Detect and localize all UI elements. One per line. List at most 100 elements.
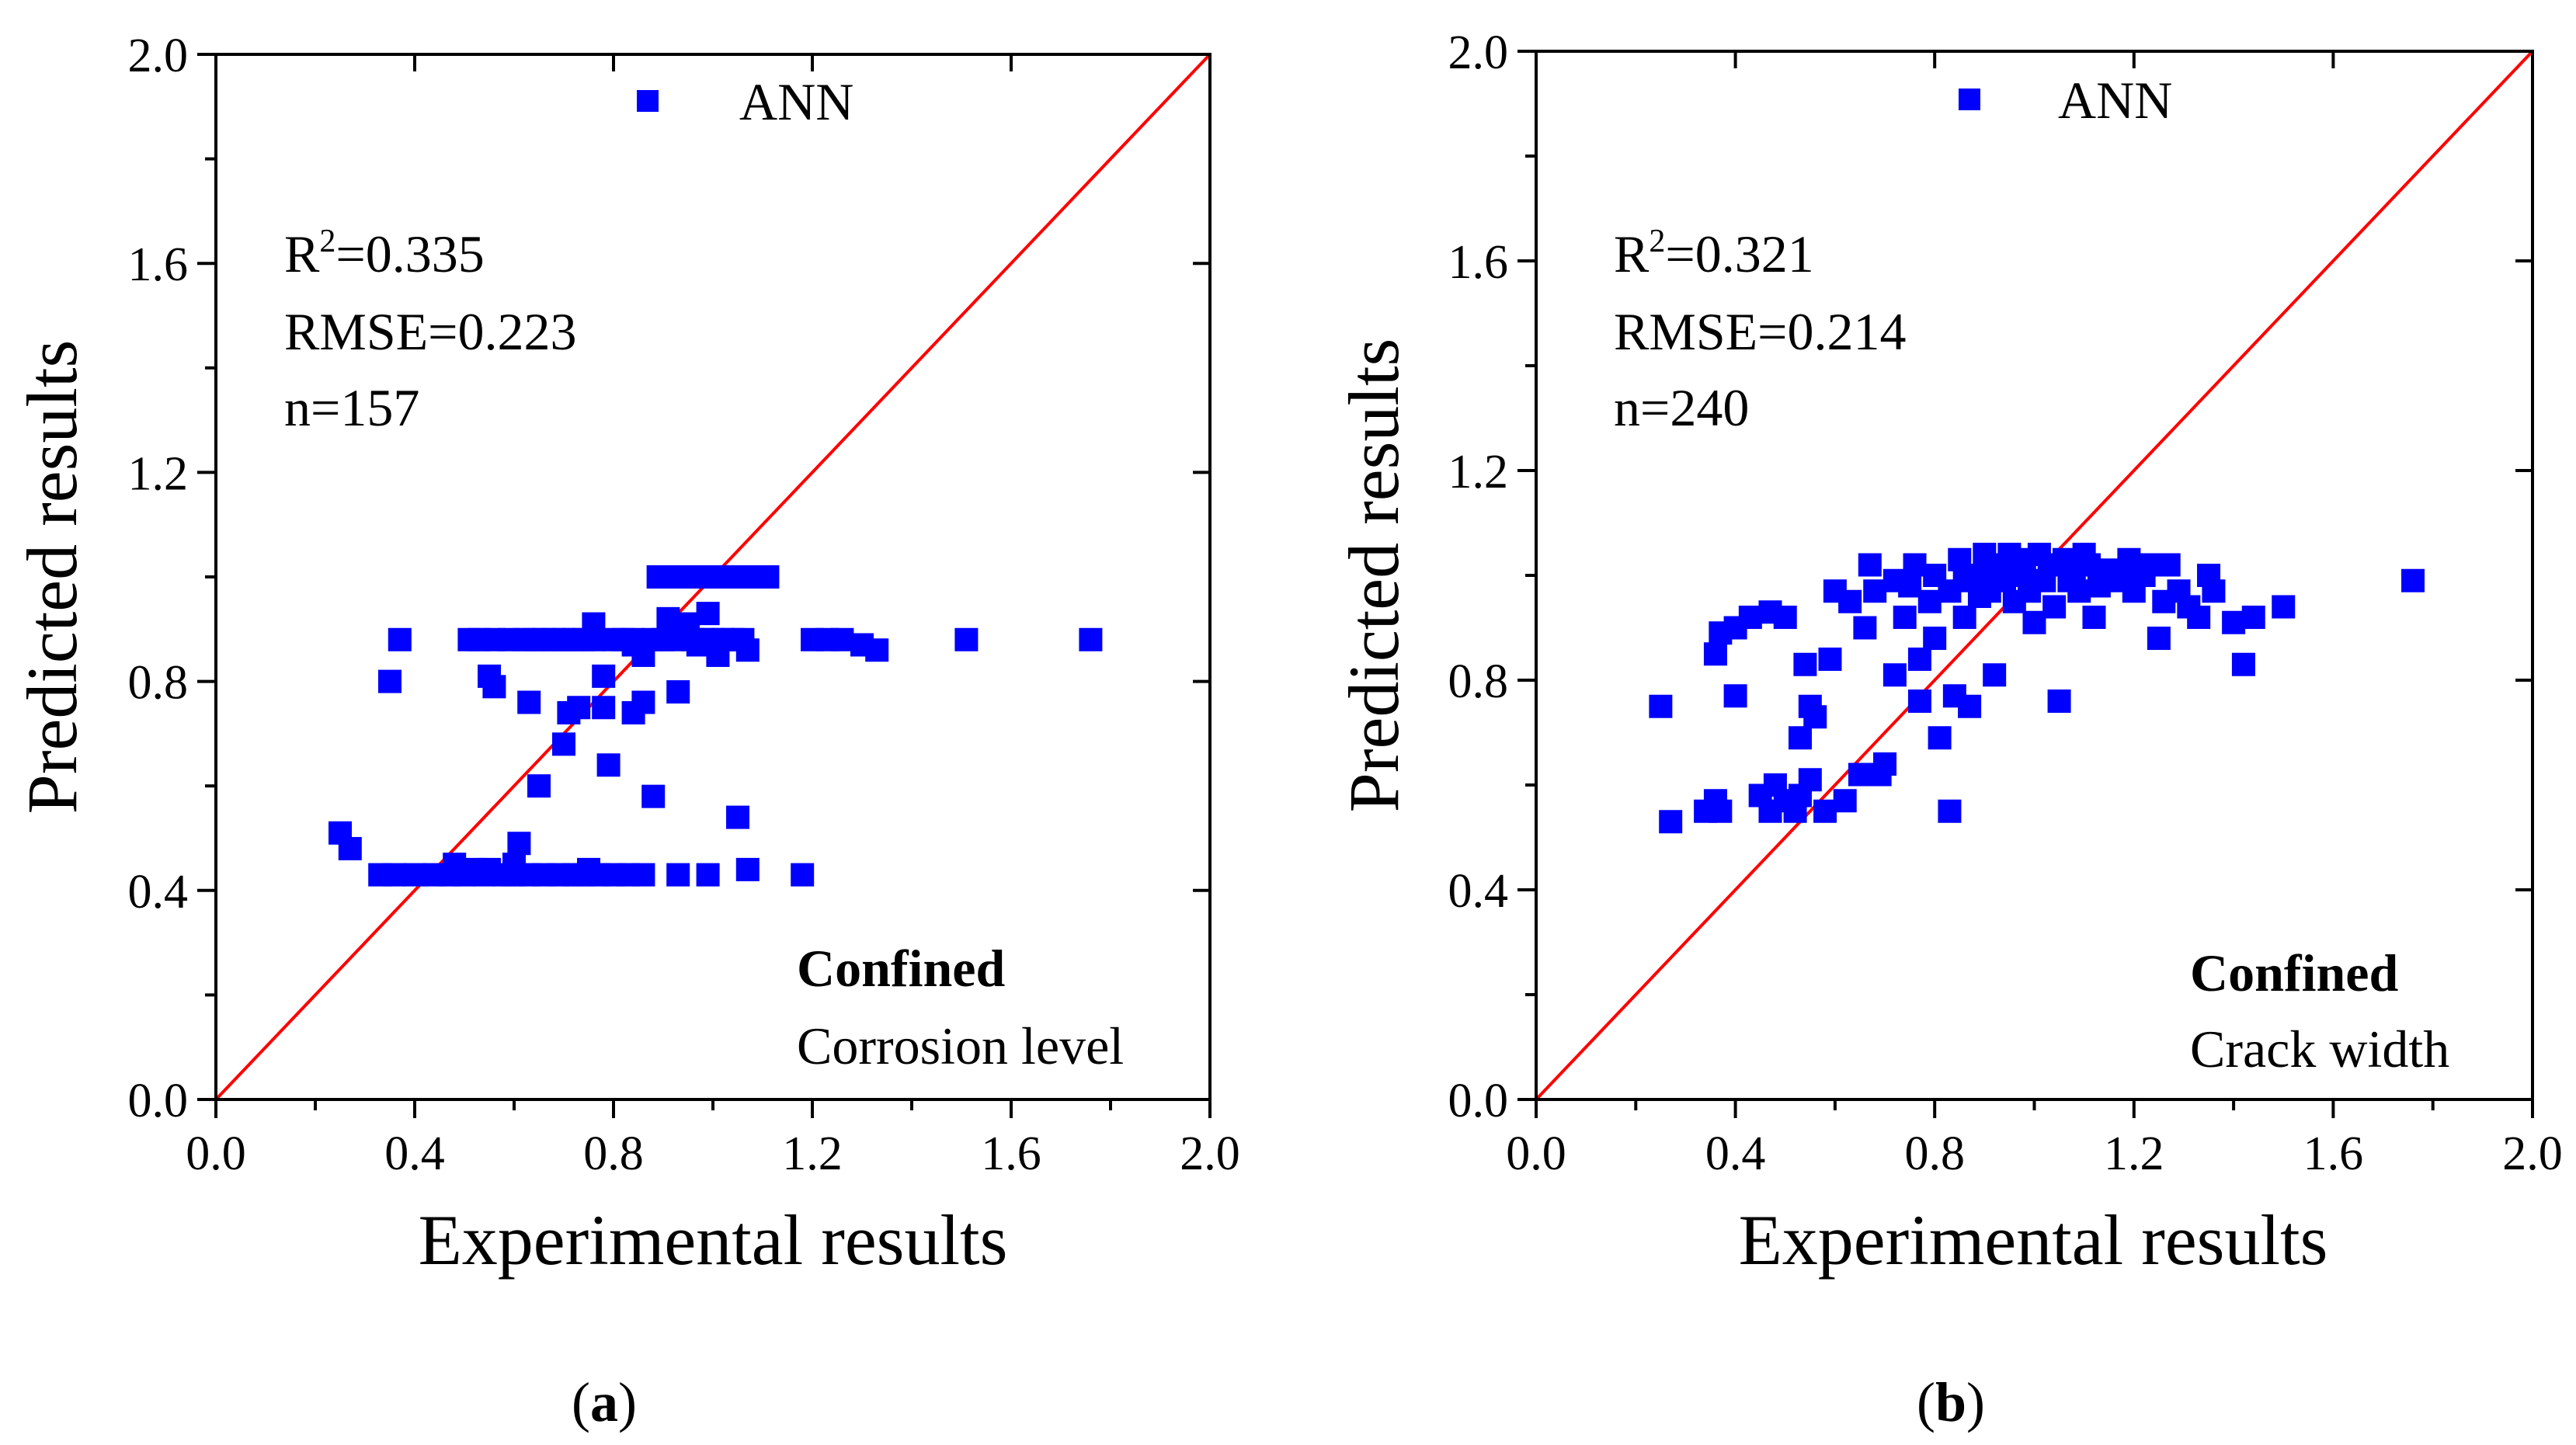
data-point-b-0-4	[1709, 799, 1733, 823]
y-tick-label-a-3: 1.2	[128, 447, 189, 500]
n-text-a: n=157	[284, 378, 419, 437]
r2-value-b: =0.321	[1665, 224, 1813, 283]
x-tick-label-b-2: 0.8	[1904, 1127, 1965, 1180]
y-tick-label-a-4: 1.6	[128, 238, 189, 291]
legend-b: ANN	[1959, 71, 2172, 130]
y-tick-label-b-3: 1.2	[1448, 446, 1509, 498]
data-point-a-0-99	[756, 565, 780, 589]
x-tick-label-b-3: 1.2	[2104, 1127, 2164, 1180]
data-point-b-0-96	[2012, 564, 2036, 587]
legend-a: ANN	[637, 72, 853, 131]
panel-label-letter-b: b	[1935, 1371, 1966, 1433]
r2-value-a: =0.335	[335, 224, 484, 283]
legend-marker-b	[1959, 89, 1980, 110]
x-tick-label-b-4: 1.6	[2303, 1127, 2364, 1180]
scatter-points-a	[329, 565, 1103, 887]
data-point-b-0-83	[2187, 606, 2211, 629]
y-tick-label-a-1: 0.4	[128, 866, 189, 919]
data-point-b-0-94	[1952, 568, 1976, 592]
data-point-b-0-95	[1983, 558, 2007, 582]
data-point-b-0-37	[1907, 690, 1931, 713]
data-point-b-0-27	[1848, 762, 1872, 787]
n-text-b: n=240	[1614, 378, 1749, 437]
data-point-a-0-87	[686, 633, 710, 657]
r2-label-a: R	[284, 224, 320, 283]
data-point-a-0-34	[482, 675, 506, 699]
data-point-b-0-8	[1738, 606, 1762, 629]
data-point-b-0-99	[2127, 558, 2151, 582]
r2-sup-a: 2	[319, 224, 335, 259]
data-point-b-0-23	[1813, 799, 1837, 823]
data-point-b-0-86	[2222, 610, 2246, 634]
rmse-text-b: RMSE=0.214	[1614, 302, 1907, 361]
r2-text-a: R2=0.335	[284, 224, 485, 283]
data-point-a-0-1	[338, 836, 362, 860]
data-point-a-0-86	[676, 612, 700, 636]
y-tick-label-b-5: 2.0	[1448, 26, 1509, 79]
data-point-b-0-93	[1882, 568, 1907, 592]
data-point-b-0-36	[1907, 648, 1931, 671]
data-point-a-0-85	[656, 606, 680, 630]
data-point-b-0-32	[1882, 663, 1907, 687]
data-point-b-0-85	[2202, 579, 2226, 603]
data-point-a-0-65	[582, 627, 606, 651]
annotation-title-b: Confined	[2190, 943, 2398, 1002]
x-tick-label-a-0: 0.0	[186, 1127, 246, 1180]
x-tick-label-a-2: 0.8	[583, 1127, 644, 1180]
data-point-b-0-60	[2022, 610, 2046, 634]
data-point-b-0-26	[1833, 789, 1857, 813]
chart-panel-b: 0.00.0 0.4 0.4 0.8 0.8 1.2 1.2 1.6 1.6 2.0 2.0 Exp…	[1334, 26, 2563, 1433]
data-point-b-0-80	[2157, 553, 2181, 577]
data-point-b-0-43	[1938, 799, 1962, 823]
data-point-a-0-23	[791, 863, 815, 887]
data-point-b-0-39	[1923, 627, 1947, 650]
data-point-a-0-29	[577, 857, 600, 881]
annotation-subtitle-b: Crack width	[2190, 1019, 2449, 1079]
axis-ticks-b	[1517, 50, 2534, 1118]
annotation-subtitle-a: Corrosion level	[797, 1016, 1124, 1075]
legend-label-a: ANN	[739, 72, 853, 131]
data-point-a-0-28	[462, 857, 486, 881]
r2-label-b: R	[1614, 224, 1650, 283]
r2-sup-b: 2	[1649, 224, 1665, 259]
y-tick-label-a-2: 0.8	[128, 657, 189, 710]
x-axis-title-a: Experimental results	[419, 1200, 1008, 1280]
data-point-a-0-82	[954, 627, 979, 651]
x-tick-label-a-4: 1.6	[981, 1127, 1041, 1180]
data-point-b-0-70	[2082, 606, 2106, 629]
data-point-a-0-81	[865, 638, 889, 662]
scatter-points-b	[1649, 543, 2425, 834]
data-point-b-0-24	[1818, 648, 1842, 671]
data-point-b-0-21	[1788, 726, 1812, 750]
legend-label-b: ANN	[2058, 71, 2172, 130]
data-point-a-0-4	[403, 863, 426, 887]
panel-label-a: (a)	[572, 1371, 637, 1433]
y-tick-label-b-1: 0.4	[1448, 865, 1509, 918]
data-point-a-0-40	[567, 696, 591, 720]
x-axis-title-b: Experimental results	[1739, 1200, 2328, 1280]
data-point-b-0-38	[1917, 589, 1942, 613]
data-point-b-0-5	[1703, 642, 1727, 666]
x-tick-label-a-5: 2.0	[1180, 1127, 1240, 1180]
data-point-b-0-1	[1659, 810, 1683, 834]
data-point-b-0-90	[2401, 568, 2425, 592]
y-tick-label-b-2: 0.8	[1448, 655, 1509, 708]
chart-panel-a: 0.00.0 0.4 0.4 0.8 0.8 1.2 1.2 1.6 1.6 2.0 2.0 Exp…	[12, 30, 1240, 1433]
data-point-a-0-57	[482, 627, 506, 651]
data-point-b-0-92	[1863, 579, 1887, 603]
data-point-a-0-21	[696, 863, 720, 887]
data-point-a-0-19	[631, 863, 655, 887]
data-point-a-0-38	[552, 732, 575, 756]
data-point-b-0-29	[1858, 553, 1882, 577]
data-point-a-0-31	[388, 627, 412, 651]
y-tick-label-b-0: 0.0	[1448, 1075, 1509, 1127]
axis-ticks-a	[197, 53, 1212, 1118]
data-point-b-0-87	[2231, 652, 2255, 676]
data-point-b-0-22	[1793, 652, 1817, 676]
data-point-a-0-27	[443, 853, 467, 877]
data-point-b-0-47	[1958, 694, 1982, 718]
data-point-b-0-41	[1928, 726, 1952, 750]
data-point-a-0-84	[621, 633, 645, 657]
data-point-b-0-11	[1723, 684, 1747, 708]
